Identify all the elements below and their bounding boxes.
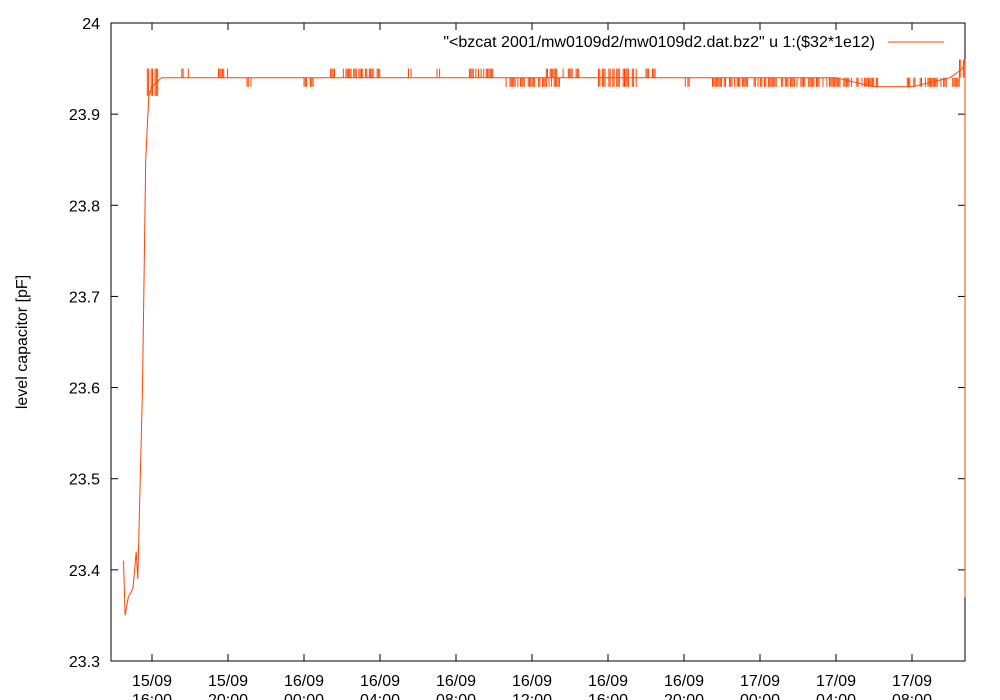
x-tick-label-date: 16/09: [284, 673, 324, 690]
x-tick-label-time: 04:00: [816, 692, 856, 700]
y-tick-label: 23.3: [69, 654, 100, 671]
noise-band: [468, 68, 494, 78]
noise-band: [408, 68, 412, 78]
series-lines: [123, 59, 966, 616]
noise-band: [303, 77, 314, 87]
x-tick-label-date: 16/09: [436, 673, 476, 690]
noise-band: [342, 68, 381, 78]
y-tick-label: 23.7: [69, 289, 100, 306]
series-noise: [146, 59, 966, 96]
x-tick-label-time: 08:00: [436, 692, 476, 700]
y-tick-label: 23.9: [69, 107, 100, 124]
x-tick-label-time: 00:00: [284, 692, 324, 700]
x-tick-label-date: 17/09: [892, 673, 932, 690]
y-tick-label: 23.6: [69, 381, 100, 398]
x-tick-label-time: 08:00: [892, 692, 932, 700]
x-tick-label-time: 16:00: [588, 692, 628, 700]
x-tick-label-date: 16/09: [512, 673, 552, 690]
noise-band: [684, 77, 690, 87]
y-tick-label: 24: [82, 16, 100, 33]
noise-band: [436, 68, 441, 78]
x-tick-label-date: 15/09: [132, 673, 172, 690]
series-line: [123, 59, 966, 616]
x-tick-label-time: 20:00: [664, 692, 704, 700]
noise-band: [218, 68, 229, 78]
y-tick-label: 23.5: [69, 472, 100, 489]
x-tick-label-date: 16/09: [664, 673, 704, 690]
x-tick-label-date: 16/09: [360, 673, 400, 690]
legend: "<bzcat 2001/mw0109d2/mw0109d2.dat.bz2" …: [443, 34, 944, 51]
y-axis: 23.3 23.4 23.5 23.6 23.7 23.8 23.9 24: [69, 16, 965, 671]
x-tick-label-date: 16/09: [588, 673, 628, 690]
plot-frame: [110, 22, 966, 662]
noise-band: [645, 68, 656, 78]
noise-band: [330, 68, 335, 78]
noise-band: [181, 68, 189, 78]
x-tick-label-time: 20:00: [208, 692, 248, 700]
noise-band: [906, 77, 960, 87]
legend-label: "<bzcat 2001/mw0109d2/mw0109d2.dat.bz2" …: [443, 34, 875, 51]
noise-band: [712, 77, 879, 87]
x-tick-label-time: 00:00: [740, 692, 780, 700]
y-tick-label: 23.4: [69, 563, 100, 580]
y-axis-title: level capacitor [pF]: [14, 275, 31, 409]
x-tick-label-time: 04:00: [360, 692, 400, 700]
x-tick-label-date: 15/09: [208, 673, 248, 690]
noise-band: [545, 68, 580, 78]
x-axis: 15/09 16:00 15/09 20:00 16/09 00:00 16/09 04:00…: [132, 23, 932, 700]
x-tick-label-time: 12:00: [512, 692, 552, 700]
noise-band: [505, 77, 560, 87]
x-tick-label-time: 16:00: [132, 692, 172, 700]
x-tick-label-date: 17/09: [740, 673, 780, 690]
y-tick-label: 23.8: [69, 198, 100, 215]
x-tick-label-date: 17/09: [816, 673, 856, 690]
noise-band: [246, 77, 252, 87]
plot-border: [110, 22, 966, 662]
noise-band: [146, 68, 159, 96]
